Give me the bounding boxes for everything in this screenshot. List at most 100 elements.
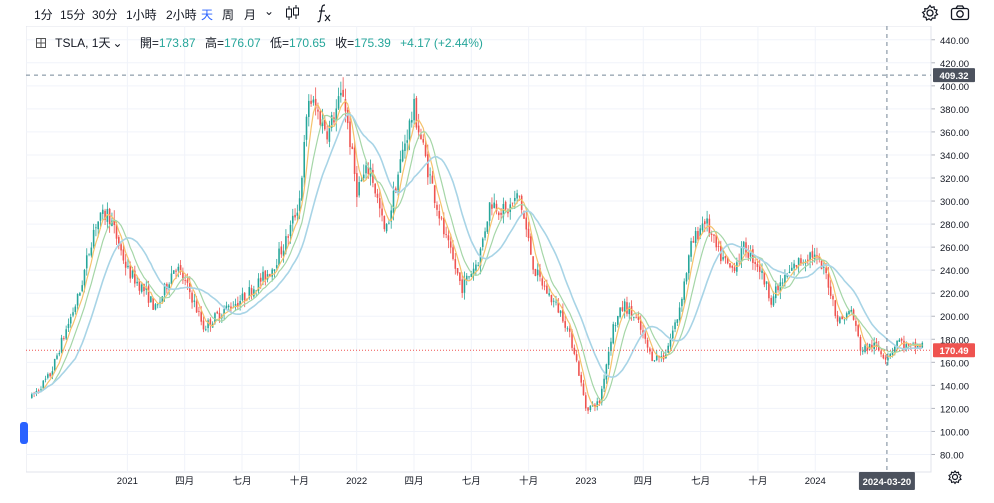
interval-1w[interactable]: 周 <box>222 8 235 22</box>
legend: TSLA, 1天 ⌄ 開=173.87 高=176.07 低=170.65 收=1… <box>36 34 489 51</box>
candlestick-chart[interactable]: 440.00 420.00 400.00 380.00 360.00 340.00 320.… <box>25 25 994 496</box>
candle-body <box>88 253 90 255</box>
interval-1mo[interactable]: 月 <box>244 8 257 22</box>
candle-body <box>715 235 718 248</box>
candle-body <box>99 212 102 221</box>
candle-body <box>722 257 724 260</box>
candle-body <box>381 208 383 216</box>
candle-body <box>79 293 81 296</box>
candle-body <box>406 140 409 143</box>
candle-body <box>161 296 164 303</box>
candle-body <box>708 218 711 235</box>
candle-body <box>234 303 237 307</box>
candle-body <box>264 270 267 280</box>
candle-body <box>358 182 360 196</box>
candle-body <box>568 328 571 332</box>
y-tick-label: 100.00 <box>940 427 969 438</box>
interval-1m[interactable]: 1分 <box>34 8 53 22</box>
crosshair-date-badge <box>858 472 915 490</box>
candle-body <box>710 233 713 235</box>
candle-body <box>49 373 51 377</box>
candle-body <box>72 312 74 316</box>
axis-settings-gear-icon[interactable] <box>948 470 962 485</box>
candle-body <box>699 228 702 238</box>
candle-body <box>314 98 317 109</box>
candle-body <box>31 393 33 398</box>
scroll-handle[interactable] <box>20 422 28 444</box>
candle-body <box>690 241 692 257</box>
settings-gear-icon[interactable] <box>921 4 939 22</box>
candle-body <box>829 286 832 296</box>
candle-body <box>861 350 864 352</box>
candle-body <box>237 302 239 307</box>
candle-body <box>156 304 159 306</box>
chart-area[interactable]: 440.00 420.00 400.00 380.00 360.00 340.00 320.… <box>25 25 994 496</box>
candle-body <box>319 111 322 126</box>
candle-body <box>600 388 603 403</box>
candle-body <box>60 337 63 353</box>
candle-body <box>607 351 610 366</box>
candle-body <box>882 354 885 359</box>
interval-15m[interactable]: 15分 <box>60 8 86 22</box>
candle-body <box>404 143 406 151</box>
toolbar: 1分 15分 30分 1小時 2小時 天 周 月 ⌄ <box>0 0 994 26</box>
y-tick-label: 160.00 <box>940 358 969 369</box>
candle-body <box>548 293 550 296</box>
x-tick-label: 十月 <box>290 475 309 487</box>
interval-2h[interactable]: 2小時 <box>166 8 197 22</box>
candle-body <box>573 347 576 354</box>
candle-body <box>497 212 500 216</box>
candle-body <box>905 344 908 349</box>
candles-icon[interactable] <box>284 4 300 22</box>
candle-body <box>111 220 113 226</box>
candle-body <box>481 238 484 247</box>
candle-body <box>257 278 260 291</box>
candle-body <box>694 231 697 243</box>
candle-body <box>124 261 127 268</box>
candle-body <box>669 337 672 347</box>
candle-body <box>768 281 770 299</box>
candle-body <box>582 383 585 396</box>
candle-body <box>143 284 145 292</box>
fx-icon[interactable] <box>316 3 332 23</box>
x-tick-label: 七月 <box>691 476 710 487</box>
candle-body <box>243 292 246 301</box>
candle-body <box>587 407 589 411</box>
candle-body <box>731 265 734 268</box>
candle-body <box>866 345 869 351</box>
candle-body <box>335 108 338 122</box>
candle-body <box>502 203 505 217</box>
candle-body <box>468 276 470 278</box>
candle-body <box>841 316 843 320</box>
candle-body <box>836 315 839 322</box>
candle-body <box>397 174 399 191</box>
candle-body <box>310 100 312 104</box>
interval-1h[interactable]: 1小時 <box>126 8 157 22</box>
candle-body <box>580 374 582 383</box>
candle-body <box>415 97 418 128</box>
candle-body <box>598 400 601 403</box>
candle-body <box>269 274 271 277</box>
candle-body <box>701 223 704 231</box>
candle-body <box>639 319 642 330</box>
symbol-chevron-icon[interactable]: ⌄ <box>112 36 123 50</box>
candle-body <box>97 221 100 230</box>
candle-body <box>353 147 356 175</box>
candle-body <box>562 309 564 322</box>
y-tick-label: 340.00 <box>940 151 969 162</box>
candle-body <box>610 341 612 352</box>
symbol-search-icon[interactable] <box>36 38 46 48</box>
candle-body <box>104 210 106 220</box>
candle-body <box>770 297 772 305</box>
interval-dropdown-chevron-icon[interactable]: ⌄ <box>264 4 275 18</box>
interval-1d[interactable]: 天 <box>201 8 214 22</box>
y-tick-label: 280.00 <box>940 220 969 231</box>
candle-body <box>763 271 766 285</box>
candle-body <box>839 317 841 323</box>
candle-body <box>845 313 848 319</box>
candle-body <box>179 265 182 271</box>
interval-30m[interactable]: 30分 <box>92 8 118 22</box>
symbol-label[interactable]: TSLA, 1天 <box>55 36 111 50</box>
camera-icon[interactable] <box>950 4 970 22</box>
candle-body <box>470 273 473 277</box>
